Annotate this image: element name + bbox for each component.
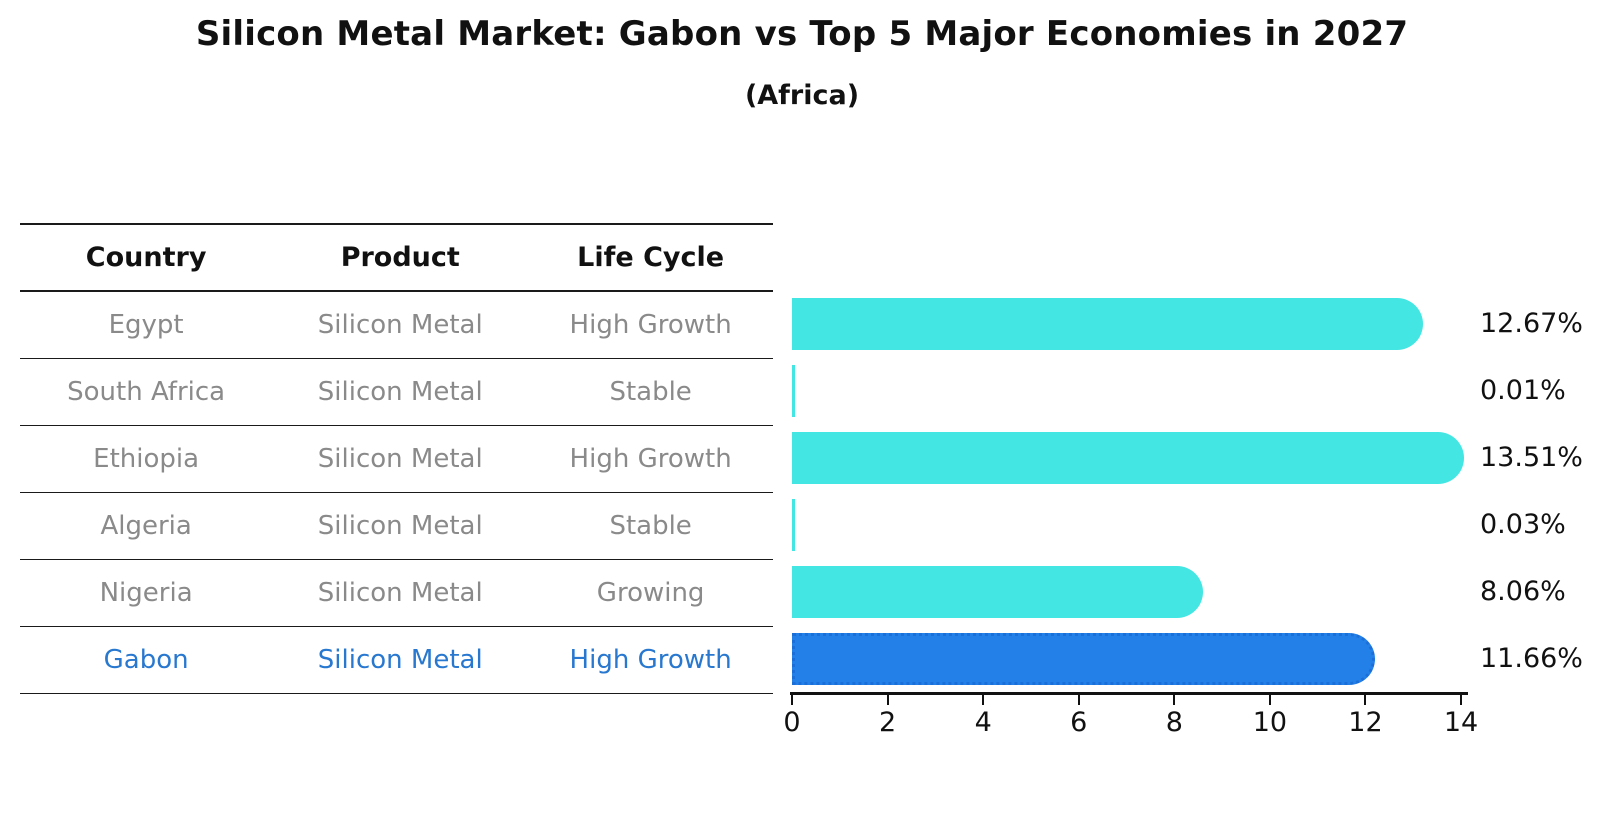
chart-title: Silicon Metal Market: Gabon vs Top 5 Maj… xyxy=(195,14,1409,54)
bar-south-africa xyxy=(792,364,795,417)
x-tick-mark-2 xyxy=(886,695,889,705)
table-body: Egypt Silicon Metal High Growth South Afric… xyxy=(20,292,773,694)
x-tick-label-14: 14 xyxy=(1443,707,1479,738)
table-row-south-africa: South Africa Silicon Metal Stable xyxy=(20,359,773,426)
cell-life-cycle: Stable xyxy=(609,511,692,541)
bar-algeria xyxy=(792,498,795,551)
cell-product: Silicon Metal xyxy=(317,645,483,675)
x-tick-label-4: 4 xyxy=(974,707,992,738)
table-header-row: Country Product Life Cycle xyxy=(20,225,773,292)
value-label-algeria: 0.03% xyxy=(1480,508,1566,540)
cell-life-cycle: High Growth xyxy=(569,645,732,675)
value-label-gabon: 11.66% xyxy=(1480,642,1583,674)
x-tick-mark-14 xyxy=(1460,695,1463,705)
table-row-egypt: Egypt Silicon Metal High Growth xyxy=(20,292,773,359)
cell-life-cycle: High Growth xyxy=(569,444,732,474)
x-axis-line xyxy=(790,692,1468,695)
cell-life-cycle: Stable xyxy=(609,377,692,407)
column-header-country: Country xyxy=(85,242,207,273)
cell-country: South Africa xyxy=(67,377,226,407)
value-label-egypt: 12.67% xyxy=(1480,307,1583,339)
cell-country: Ethiopia xyxy=(93,444,200,474)
table-row-algeria: Algeria Silicon Metal Stable xyxy=(20,493,773,560)
x-tick-label-12: 12 xyxy=(1348,707,1383,738)
x-tick-mark-0 xyxy=(791,695,793,705)
x-tick-label-10: 10 xyxy=(1252,707,1288,738)
bar-egypt xyxy=(792,297,1424,350)
x-tick-mark-4 xyxy=(982,695,985,705)
country-table: Country Product Life Cycle Egypt Silicon … xyxy=(20,223,773,694)
cell-country: Gabon xyxy=(103,645,189,675)
x-tick-label-8: 8 xyxy=(1165,707,1183,738)
x-tick-label-6: 6 xyxy=(1070,707,1088,738)
bar-gabon xyxy=(792,632,1376,685)
cell-country: Nigeria xyxy=(99,578,193,608)
table-row-ethiopia: Ethiopia Silicon Metal High Growth xyxy=(20,426,773,493)
x-tick-label-0: 0 xyxy=(783,707,801,738)
x-tick-mark-6 xyxy=(1077,695,1080,705)
cell-product: Silicon Metal xyxy=(317,444,483,474)
chart-subtitle: (Africa) xyxy=(744,80,860,111)
cell-product: Silicon Metal xyxy=(317,578,483,608)
value-label-nigeria: 8.06% xyxy=(1480,575,1566,607)
cell-product: Silicon Metal xyxy=(317,310,483,340)
table-row-gabon: Gabon Silicon Metal High Growth xyxy=(20,627,773,694)
x-tick-mark-8 xyxy=(1173,695,1176,705)
table-row-nigeria: Nigeria Silicon Metal Growing xyxy=(20,560,773,627)
bar-ethiopia xyxy=(792,431,1464,484)
cell-country: Algeria xyxy=(100,511,192,541)
cell-life-cycle: Growing xyxy=(596,578,705,608)
value-label-south-africa: 0.01% xyxy=(1480,374,1566,406)
cell-country: Egypt xyxy=(108,310,184,340)
x-tick-label-2: 2 xyxy=(878,707,897,738)
x-tick-mark-10 xyxy=(1268,695,1271,705)
column-header-product: Product xyxy=(340,242,460,273)
cell-life-cycle: High Growth xyxy=(569,310,732,340)
column-header-life-cycle: Life Cycle xyxy=(577,242,725,273)
value-label-ethiopia: 13.51% xyxy=(1480,441,1583,473)
cell-product: Silicon Metal xyxy=(317,377,483,407)
bar-nigeria xyxy=(792,565,1204,618)
x-tick-mark-12 xyxy=(1364,695,1367,705)
cell-product: Silicon Metal xyxy=(317,511,483,541)
